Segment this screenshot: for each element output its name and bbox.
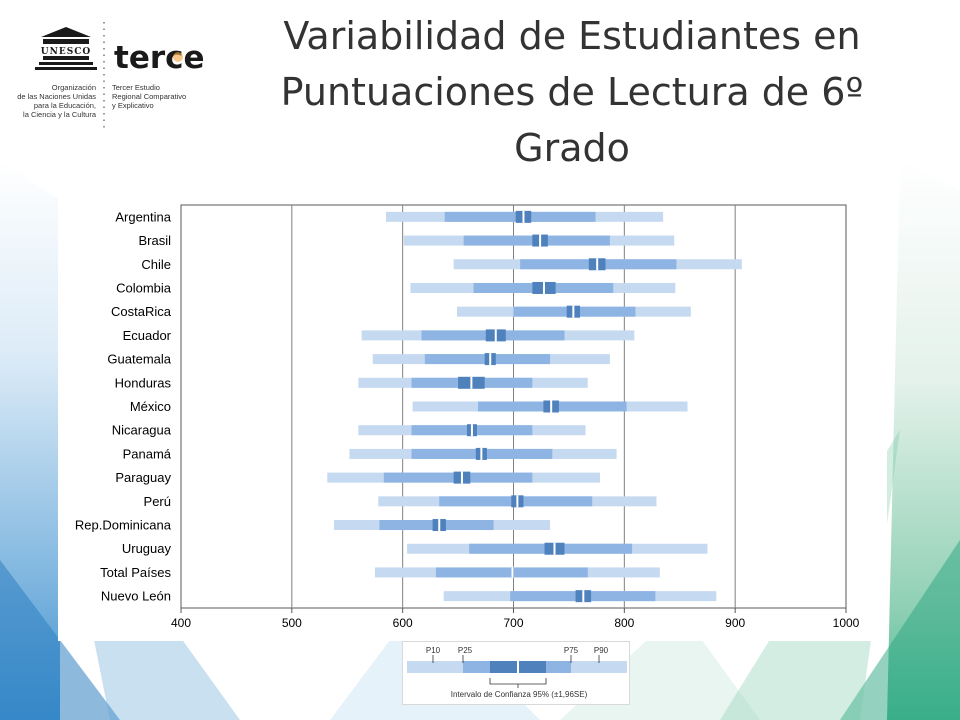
legend-label-p10: P10: [426, 646, 441, 655]
x-tick-label: 900: [725, 616, 745, 630]
x-tick-label: 1000: [833, 616, 860, 630]
category-label: Colombia: [116, 280, 172, 295]
terce-name-line: Tercer Estudio: [112, 83, 160, 92]
unesco-name-line: Organización: [52, 83, 96, 92]
unesco-terce-logo: UNESCO Organización de las Naciones Unid…: [17, 22, 205, 128]
unesco-name-line: para la Educación,: [34, 101, 96, 110]
unesco-name-line: de las Naciones Unidas: [17, 92, 96, 101]
x-tick-label: 500: [282, 616, 302, 630]
svg-text:UNESCO: UNESCO: [41, 47, 91, 57]
category-label: Argentina: [115, 209, 171, 224]
x-tick-label: 800: [614, 616, 634, 630]
category-label: Perú: [144, 494, 171, 509]
logo-area: UNESCO Organización de las Naciones Unid…: [0, 0, 240, 140]
legend-ci-bracket: [489, 678, 547, 685]
terce-name-line: y Explicativo: [112, 101, 154, 110]
category-label: Honduras: [115, 375, 172, 390]
unesco-name-line: la Ciencia y la Cultura: [23, 110, 97, 119]
terce-wordmark: terce: [114, 40, 205, 76]
category-label: Total Países: [100, 565, 171, 580]
unesco-temple-icon: UNESCO: [35, 27, 97, 70]
terce-name-line: Regional Comparativo: [112, 92, 186, 101]
x-tick-label: 400: [171, 616, 191, 630]
terce-color-accent-icon: [173, 52, 183, 62]
percentile-chart: 400 500 600 700 800 900 1000 Argentina Brasil Chi…: [75, 204, 860, 630]
category-label: Ecuador: [123, 328, 172, 343]
legend-caption: Intervalo de Confianza 95% (±1,96SE): [451, 690, 588, 699]
category-label: Guatemala: [107, 352, 171, 367]
slide-title: Variabilidad de Estudiantes en Puntuacio…: [280, 14, 864, 170]
legend-diagram: P10 P25 P75 P90 Intervalo de Confianza 9…: [407, 646, 627, 699]
category-label: Rep.Dominicana: [75, 518, 172, 533]
chart-panel: 400 500 600 700 800 900 1000 Argentina Brasil Chi…: [58, 183, 887, 641]
x-tick-label: 600: [393, 616, 413, 630]
x-tick-label: 700: [503, 616, 523, 630]
category-label: Uruguay: [122, 541, 172, 556]
legend-label-p75: P75: [564, 646, 579, 655]
chart-legend: P10 P25 P75 P90 Intervalo de Confianza 9…: [402, 641, 630, 705]
category-label: Nuevo León: [101, 589, 171, 604]
category-label: CostaRica: [111, 304, 172, 319]
category-label: Paraguay: [115, 470, 171, 485]
category-label: Nicaragua: [112, 423, 172, 438]
category-label: México: [130, 399, 171, 414]
legend-label-p90: P90: [594, 646, 609, 655]
category-label: Chile: [141, 257, 171, 272]
legend-label-p25: P25: [458, 646, 473, 655]
category-label: Brasil: [138, 233, 171, 248]
category-label: Panamá: [123, 446, 172, 461]
